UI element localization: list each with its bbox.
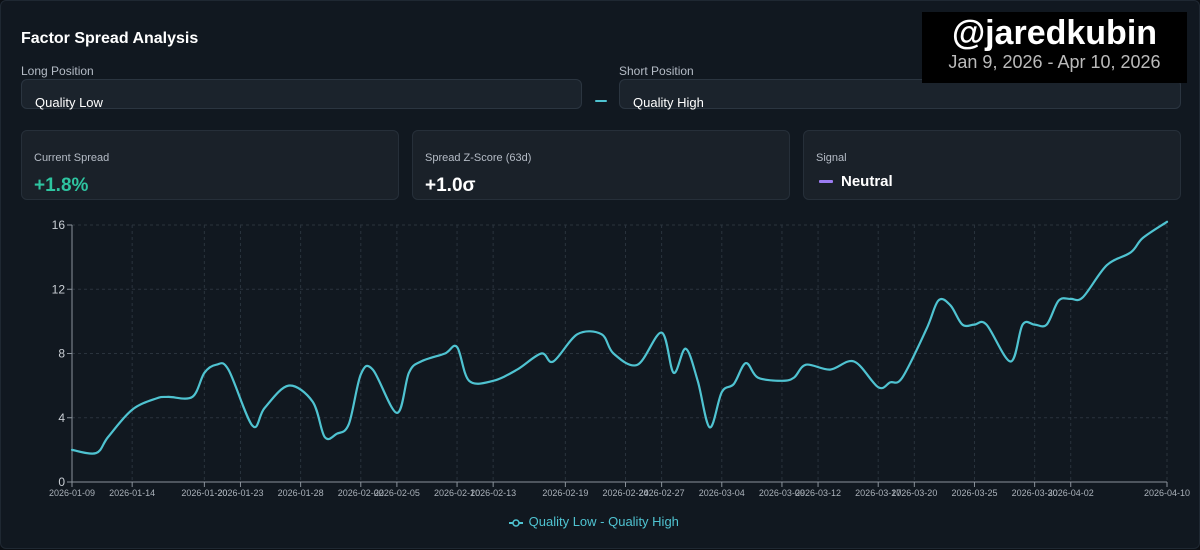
x-tick-label: 2026-02-13 — [470, 488, 516, 498]
signal-label: Signal — [816, 152, 847, 164]
y-tick-label: 4 — [58, 411, 65, 425]
short-position-select[interactable]: Quality High — [619, 79, 1181, 110]
x-tick-label: 2026-03-25 — [951, 488, 997, 498]
short-position-label: Short Position — [619, 64, 694, 78]
x-tick-label: 2026-01-28 — [278, 488, 324, 498]
x-tick-label: 2026-02-19 — [542, 488, 588, 498]
long-position-select[interactable]: Quality Low — [21, 79, 582, 110]
signal-card: Signal Neutral — [803, 130, 1181, 200]
minus-icon — [595, 100, 607, 102]
x-tick-label: 2026-04-10 — [1144, 488, 1190, 498]
x-tick-label: 2026-03-09 — [759, 488, 805, 498]
current-spread-value: +1.8% — [34, 175, 89, 196]
watermark-date-range: Jan 9, 2026 - Apr 10, 2026 — [948, 52, 1161, 72]
chart-legend[interactable]: Quality Low - Quality High — [509, 514, 679, 529]
page-title: Factor Spread Analysis — [21, 30, 199, 47]
y-tick-label: 0 — [58, 475, 65, 489]
x-tick-label: 2026-01-20 — [181, 488, 227, 498]
zscore-value: +1.0σ — [425, 175, 476, 196]
x-tick-label: 2026-02-02 — [338, 488, 384, 498]
y-tick-label: 12 — [52, 282, 66, 296]
legend-label: Quality Low - Quality High — [528, 514, 679, 529]
watermark-handle: @jaredkubin — [951, 14, 1158, 52]
x-tick-label: 2026-02-24 — [602, 488, 648, 498]
legend-line-icon — [509, 518, 523, 527]
current-spread-card: Current Spread +1.8% — [21, 130, 399, 200]
zscore-card: Spread Z-Score (63d) +1.0σ — [412, 130, 790, 200]
x-tick-label: 2026-03-30 — [1012, 488, 1058, 498]
neutral-signal-icon — [819, 180, 833, 183]
x-tick-label: 2026-02-10 — [434, 488, 480, 498]
x-tick-label: 2026-02-27 — [639, 488, 685, 498]
zscore-label: Spread Z-Score (63d) — [425, 152, 532, 164]
x-tick-label: 2026-01-23 — [217, 488, 263, 498]
x-tick-label: 2026-03-12 — [795, 488, 841, 498]
y-tick-label: 16 — [52, 218, 66, 232]
x-tick-label: 2026-03-20 — [891, 488, 937, 498]
current-spread-label: Current Spread — [34, 152, 110, 164]
long-position-label: Long Position — [21, 64, 94, 78]
x-tick-label: 2026-01-09 — [49, 488, 95, 498]
x-tick-label: 2026-03-04 — [699, 488, 745, 498]
y-tick-label: 8 — [58, 347, 65, 361]
signal-value: Neutral — [841, 173, 893, 190]
watermark: @jaredkubin Jan 9, 2026 - Apr 10, 2026 — [922, 12, 1187, 83]
x-tick-label: 2026-04-02 — [1048, 488, 1094, 498]
x-tick-label: 2026-01-14 — [109, 488, 155, 498]
x-tick-label: 2026-03-17 — [855, 488, 901, 498]
x-tick-label: 2026-02-05 — [374, 488, 420, 498]
series-line — [70, 220, 1169, 455]
